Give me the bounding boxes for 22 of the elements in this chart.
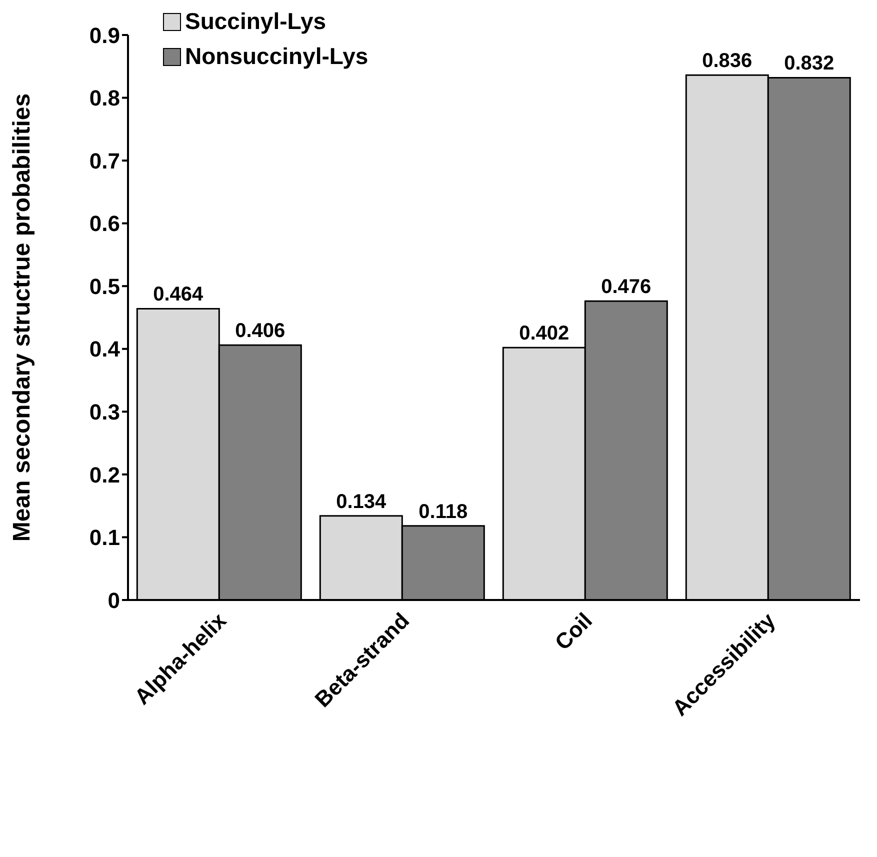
y-tick-label: 0.4	[89, 336, 121, 362]
y-axis-title: Mean secondary structrue probabilities	[8, 93, 36, 542]
data-label: 0.134	[336, 490, 388, 513]
legend-label: Nonsuccinyl-Lys	[185, 43, 368, 70]
data-label: 0.464	[153, 284, 204, 306]
data-label: 0.832	[784, 52, 834, 75]
y-tick-label: 0	[108, 588, 120, 613]
data-label: 0.476	[601, 276, 652, 298]
y-tick-label: 0.9	[89, 22, 120, 48]
data-label: 0.406	[235, 320, 286, 342]
y-tick-label: 0.1	[89, 525, 120, 550]
data-label: 0.836	[702, 50, 752, 72]
y-tick-label: 0.8	[89, 86, 120, 111]
y-tick-label: 0.5	[89, 274, 120, 299]
data-label: 0.402	[519, 322, 570, 345]
y-tick-label: 0.3	[89, 399, 120, 424]
x-tick-label: Coil	[550, 608, 598, 655]
y-tick-label: 0.2	[89, 462, 120, 488]
y-tick-label: 0.7	[89, 148, 120, 174]
legend-label: Succinyl-Lys	[185, 8, 326, 35]
data-label: 0.118	[418, 500, 468, 523]
y-tick-label: 0.6	[89, 211, 120, 236]
